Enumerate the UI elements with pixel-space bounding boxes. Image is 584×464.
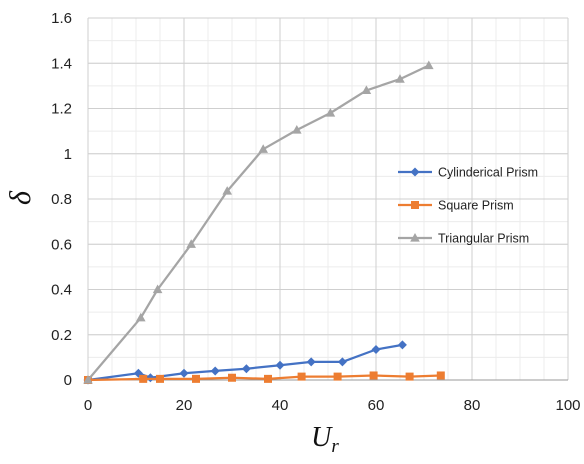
data-point — [397, 340, 407, 350]
x-tick-label: 20 — [176, 397, 193, 414]
y-tick-label: 1 — [64, 146, 72, 163]
legend: Cylinderical Prism Square Prism Triangular… — [398, 166, 538, 246]
tick-labels: 0 20 40 60 80 100 0 0.2 0.4 0.6 0.8 1 1.2 1.4 1.6 — [51, 10, 580, 414]
data-point — [411, 201, 419, 209]
data-point — [139, 374, 148, 383]
data-point — [186, 239, 196, 248]
data-point — [258, 144, 268, 153]
y-tick-label: 1.6 — [51, 10, 72, 27]
data-point — [337, 357, 347, 367]
data-point — [333, 372, 342, 381]
x-tick-label: 40 — [272, 397, 289, 414]
y-tick-label: 1.2 — [51, 101, 72, 118]
gridlines — [87, 17, 569, 381]
data-point — [136, 312, 146, 322]
data-point — [297, 372, 306, 381]
legend-item: Triangular Prism — [398, 232, 529, 246]
y-tick-label: 0.6 — [51, 236, 72, 253]
data-point — [192, 374, 200, 383]
legend-item: Square Prism — [398, 199, 514, 213]
data-point — [436, 371, 445, 380]
data-point — [410, 167, 420, 177]
data-series — [83, 60, 445, 385]
data-point — [222, 186, 232, 195]
data-point — [292, 124, 302, 134]
data-point — [325, 108, 336, 117]
series-line — [87, 343, 403, 382]
data-point — [275, 360, 285, 370]
data-point — [405, 372, 414, 381]
data-point — [306, 357, 316, 367]
y-tick-label: 0.2 — [51, 327, 72, 344]
data-point — [179, 368, 189, 378]
data-point — [228, 373, 236, 382]
x-axis-title-main: U — [311, 422, 333, 453]
legend-item: Cylinderical Prism — [398, 166, 538, 180]
x-axis-title-subscript: r — [331, 436, 339, 457]
data-point — [424, 60, 434, 70]
x-tick-label: 100 — [555, 397, 580, 414]
y-tick-label: 1.4 — [51, 55, 72, 72]
data-point — [145, 373, 155, 383]
data-point — [210, 366, 220, 376]
data-point — [152, 284, 163, 294]
data-point — [371, 344, 381, 354]
data-point — [395, 74, 405, 83]
x-axis-title: Ur — [311, 422, 339, 457]
data-point — [264, 374, 272, 383]
y-tick-label: 0.8 — [51, 191, 72, 208]
data-point — [410, 233, 420, 242]
legend-label: Square Prism — [438, 199, 514, 213]
x-tick-label: 80 — [464, 397, 481, 414]
data-point — [241, 364, 251, 374]
data-point — [369, 371, 378, 380]
legend-label: Cylinderical Prism — [438, 166, 538, 180]
x-tick-label: 0 — [84, 397, 92, 414]
series-triangle — [83, 60, 434, 384]
data-point — [156, 374, 164, 383]
legend-label: Triangular Prism — [438, 232, 529, 246]
data-point — [361, 85, 372, 94]
y-tick-label: 0.4 — [51, 282, 72, 299]
y-tick-label: 0 — [64, 372, 72, 389]
series-line — [87, 64, 430, 381]
data-point — [83, 375, 93, 384]
y-axis-title: δ — [4, 190, 37, 205]
x-tick-label: 60 — [368, 397, 385, 414]
